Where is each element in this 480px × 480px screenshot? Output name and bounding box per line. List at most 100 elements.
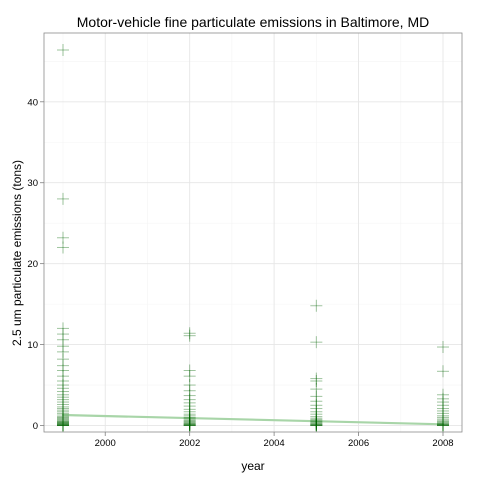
data-point — [437, 409, 449, 422]
data-point — [183, 416, 196, 429]
data-point — [57, 396, 69, 409]
data-point — [183, 329, 196, 342]
data-point — [310, 419, 323, 432]
y-tick-label: 30 — [27, 178, 38, 189]
data-point — [57, 418, 69, 431]
data-point — [57, 359, 69, 372]
data-point — [57, 407, 69, 420]
data-point — [183, 415, 196, 428]
data-point — [57, 391, 69, 404]
y-axis-title: 2.5 um particulate emissions (tons) — [10, 160, 24, 346]
data-point — [310, 414, 323, 427]
data-point — [57, 345, 69, 358]
y-tick-label: 20 — [27, 259, 38, 270]
data-point — [183, 418, 196, 431]
data-point — [183, 419, 196, 432]
data-point — [57, 404, 69, 417]
x-tick-label: 2002 — [179, 438, 200, 449]
x-axis-ticks: 2000 2002 2004 2006 2008 — [95, 432, 454, 449]
data-point — [57, 419, 69, 432]
data-point — [183, 408, 196, 421]
data-point — [57, 375, 69, 388]
data-point — [310, 402, 323, 415]
data-point — [310, 416, 323, 429]
trend-line-segment — [61, 413, 445, 426]
data-point — [183, 393, 196, 406]
data-point — [57, 410, 69, 423]
data-point — [183, 413, 196, 426]
data-point — [310, 415, 323, 428]
data-point — [183, 419, 196, 432]
data-point — [310, 419, 323, 432]
data-point — [57, 393, 69, 406]
data-point — [183, 416, 196, 429]
data-point — [183, 412, 196, 425]
data-point — [57, 419, 69, 432]
data-point — [57, 231, 69, 244]
data-point — [183, 364, 196, 377]
data-point — [437, 365, 449, 378]
trend-line — [61, 413, 445, 426]
data-point — [57, 405, 69, 418]
data-point — [183, 389, 196, 402]
data-point — [437, 392, 449, 405]
data-point — [437, 402, 449, 415]
chart-title: Motor-vehicle fine particulate emissions… — [77, 14, 429, 30]
data-point — [310, 395, 323, 408]
x-axis-title: year — [241, 459, 264, 473]
data-point — [310, 399, 323, 412]
data-point — [310, 405, 323, 418]
data-point — [57, 411, 69, 424]
data-point — [183, 396, 196, 409]
data-point — [57, 333, 69, 346]
data-point — [57, 388, 69, 401]
plot-panel-border — [43, 32, 463, 433]
data-point — [57, 340, 69, 353]
data-point — [437, 418, 449, 431]
data-point — [310, 408, 323, 421]
data-point — [437, 341, 449, 354]
data-point — [57, 417, 69, 430]
data-point — [310, 419, 323, 432]
data-point — [57, 385, 69, 398]
data-point — [57, 413, 69, 426]
data-point — [183, 405, 196, 418]
x-tick-label: 2008 — [432, 438, 453, 449]
data-point — [57, 370, 69, 383]
data-point — [183, 400, 196, 413]
data-point — [57, 417, 69, 430]
data-point — [437, 419, 449, 432]
data-point — [437, 396, 449, 409]
x-tick-label: 2006 — [348, 438, 369, 449]
data-point — [310, 418, 323, 431]
data-point — [57, 398, 69, 411]
data-point — [183, 384, 196, 397]
data-point — [57, 418, 69, 431]
data-point — [310, 336, 323, 349]
data-point — [57, 353, 69, 366]
data-point — [437, 418, 449, 431]
data-point — [57, 322, 69, 335]
data-point — [310, 390, 323, 403]
data-point — [437, 404, 449, 417]
data-point — [183, 417, 196, 430]
data-point — [310, 375, 323, 388]
data-point — [183, 411, 196, 424]
data-point — [310, 372, 323, 385]
data-point — [183, 419, 196, 432]
data-point — [57, 418, 69, 431]
data-point — [437, 417, 449, 430]
data-point — [437, 419, 449, 432]
data-point — [57, 402, 69, 415]
data-point — [57, 419, 69, 432]
data-point — [57, 43, 69, 56]
data-point — [57, 419, 69, 432]
data-point — [310, 418, 323, 431]
data-point — [310, 417, 323, 430]
data-point — [310, 410, 323, 423]
data-point — [57, 414, 69, 427]
data-point — [183, 327, 196, 340]
y-tick-label: 10 — [27, 340, 38, 351]
data-point — [57, 416, 69, 429]
